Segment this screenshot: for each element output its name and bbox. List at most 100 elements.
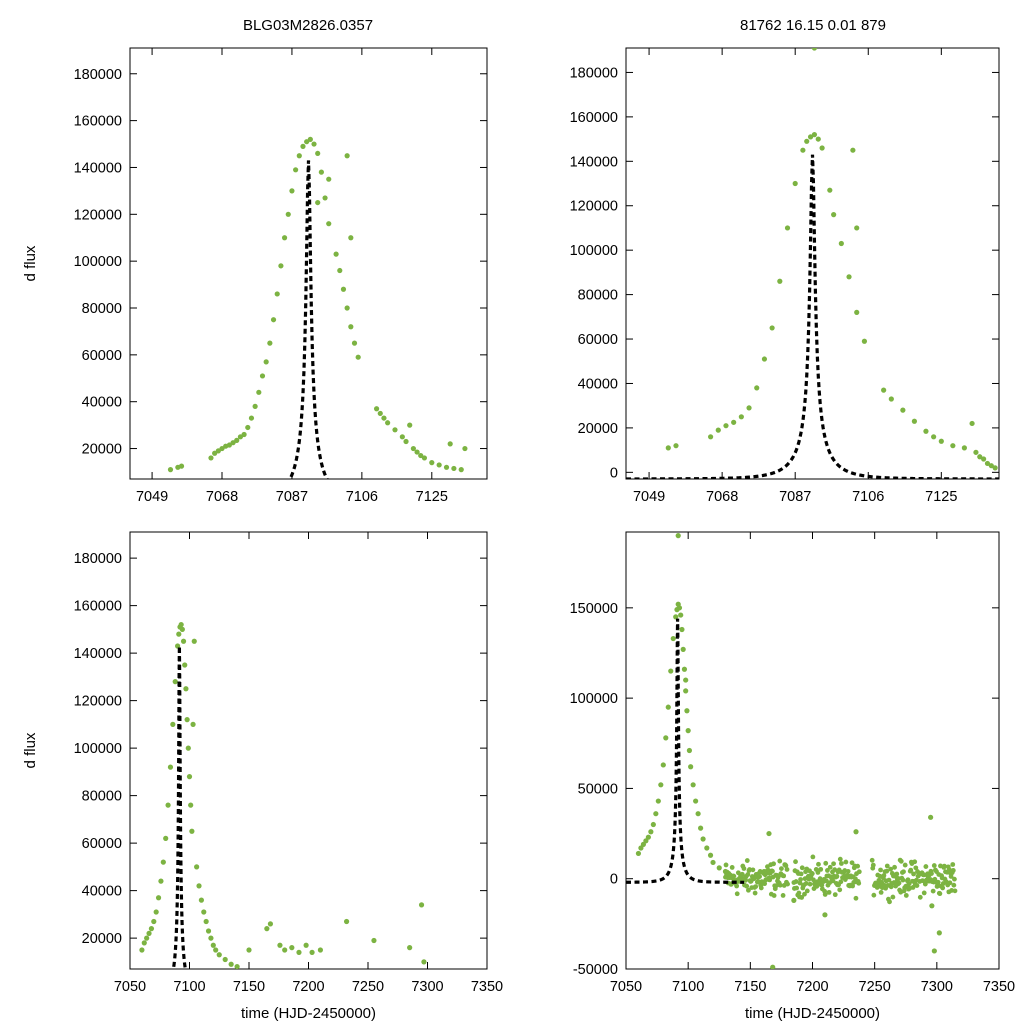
data-point <box>791 897 797 903</box>
data-point <box>738 414 744 420</box>
data-point <box>816 861 821 867</box>
data-point <box>208 455 214 461</box>
data-point <box>326 221 332 227</box>
data-point <box>210 942 216 948</box>
data-point <box>822 912 828 918</box>
data-point <box>734 883 740 889</box>
y-tick-label: 120000 <box>74 207 122 223</box>
data-point <box>203 918 209 925</box>
y-axis-label: d flux <box>22 732 39 768</box>
data-point <box>277 942 283 948</box>
x-axis-label: time (HJD-2450000) <box>745 1005 880 1022</box>
data-point <box>797 880 803 886</box>
data-point <box>750 867 756 873</box>
data-point <box>690 782 696 788</box>
data-point <box>905 877 911 883</box>
data-point <box>929 903 935 909</box>
data-point <box>678 612 684 618</box>
data-point <box>201 909 207 915</box>
data-point <box>745 872 751 877</box>
data-point <box>296 153 302 159</box>
data-point <box>716 865 722 871</box>
data-point <box>870 862 876 868</box>
data-point <box>267 921 274 927</box>
data-point <box>929 871 934 876</box>
y-tick-label: 100000 <box>74 254 122 270</box>
data-point <box>645 834 651 840</box>
data-point <box>418 902 425 908</box>
data-point <box>205 928 212 934</box>
data-point <box>888 866 894 872</box>
data-point <box>770 868 775 874</box>
data-point <box>421 959 427 965</box>
data-point <box>785 881 790 887</box>
data-point <box>723 862 729 868</box>
y-tick-label: 80000 <box>82 789 122 805</box>
data-point <box>315 199 321 206</box>
data-point <box>447 441 453 447</box>
x-tick-label: 7050 <box>610 979 642 995</box>
data-point <box>784 225 791 231</box>
data-point <box>923 864 929 869</box>
data-point <box>856 880 862 886</box>
x-tick-label: 7250 <box>352 979 384 995</box>
x-tick-label: 7050 <box>114 979 146 995</box>
data-point <box>348 324 354 330</box>
data-point <box>144 935 150 941</box>
data-point <box>693 798 699 804</box>
x-tick-label: 7200 <box>796 979 828 995</box>
plot-frame <box>625 531 1000 970</box>
y-tick-label: 180000 <box>74 67 122 83</box>
x-tick-label: 7125 <box>416 489 448 505</box>
data-point <box>668 668 674 674</box>
y-tick-label: 100000 <box>74 741 122 757</box>
data-point <box>252 403 258 409</box>
data-point <box>757 874 762 879</box>
data-point <box>340 286 347 292</box>
data-point <box>436 462 442 468</box>
data-point <box>884 868 890 874</box>
data-point <box>246 947 252 953</box>
data-point <box>399 434 405 440</box>
data-point <box>189 828 195 834</box>
data-point <box>191 638 197 644</box>
data-point <box>348 235 354 241</box>
data-point <box>853 829 859 835</box>
x-tick-label: 7200 <box>292 979 324 995</box>
data-point <box>248 415 255 421</box>
x-tick-label: 7106 <box>852 489 884 505</box>
data-point <box>822 892 828 897</box>
data-point <box>167 764 174 770</box>
data-point <box>992 465 998 471</box>
data-point <box>392 427 398 433</box>
data-point <box>792 180 798 187</box>
y-tick-label: 140000 <box>570 154 618 170</box>
data-point <box>278 263 284 269</box>
data-point <box>731 419 737 425</box>
data-point <box>811 48 818 51</box>
x-tick-label: 7068 <box>206 489 238 505</box>
data-point <box>807 134 814 140</box>
data-point <box>752 890 758 896</box>
data-point <box>917 894 923 900</box>
data-point <box>923 428 929 434</box>
chart-title-left: BLG03M2826.0357 <box>243 17 373 34</box>
data-point <box>900 407 906 413</box>
data-point <box>679 626 685 633</box>
data-point <box>300 143 306 149</box>
data-point <box>307 136 313 142</box>
panel-top-right: 0 20000 40000 60000 80000 100000 120000 140000 1… <box>570 47 1000 505</box>
data-point <box>832 892 838 898</box>
data-point <box>213 947 219 953</box>
plot-frame <box>625 47 1000 480</box>
data-point <box>815 136 821 142</box>
data-point <box>798 871 804 877</box>
data-point <box>270 317 277 323</box>
data-point <box>767 877 773 883</box>
y-tick-label: 80000 <box>82 301 122 317</box>
data-point <box>830 878 836 884</box>
y-tick-label: 80000 <box>578 288 618 304</box>
data-point <box>951 882 957 888</box>
y-tick-label: 180000 <box>74 551 122 567</box>
